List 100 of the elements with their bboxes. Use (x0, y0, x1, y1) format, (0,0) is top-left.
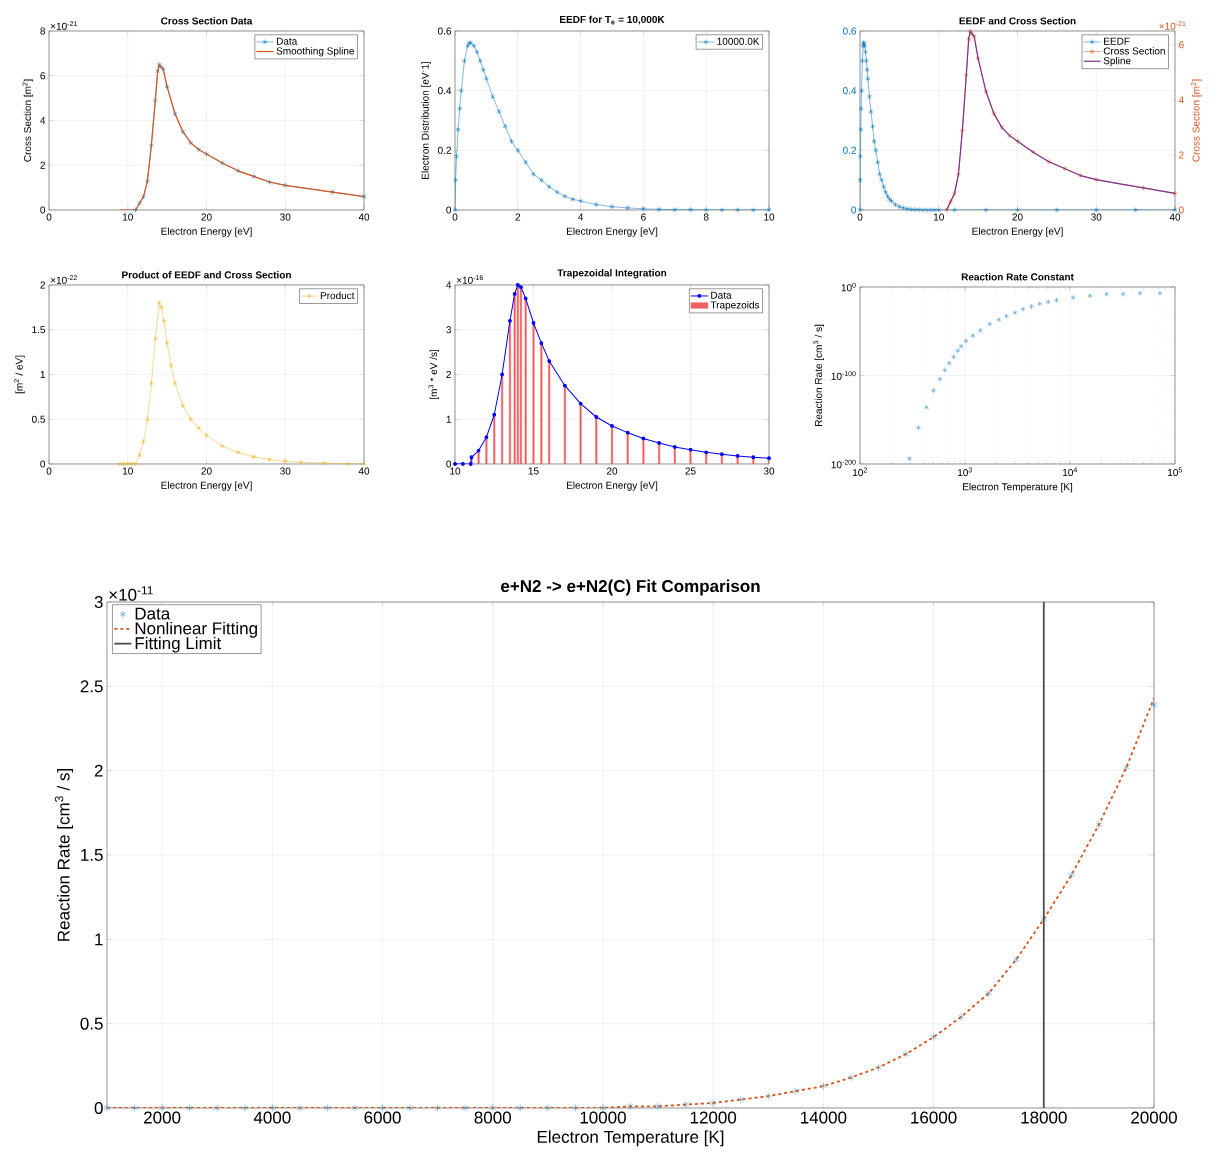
x-tick-label: 10000 (580, 1111, 626, 1124)
y-tick-label: 0.4 (437, 87, 452, 95)
x-tick-label: 0 (46, 467, 52, 475)
y-tick-label: 0 (851, 206, 857, 214)
text: ×10$^{-21}$ (50, 21, 77, 30)
y-tick-label: 1 (95, 933, 103, 946)
x-tick-label: 20 (606, 467, 618, 475)
y-tick-label: 2 (446, 371, 451, 378)
x-tick-label: 18000 (1021, 1111, 1067, 1124)
y-axis-title: Electron Distribution [eV$^{-}$1] (421, 61, 431, 179)
x-tick-label: 10 (122, 467, 133, 475)
legend-label: Trapezoids (710, 301, 760, 311)
y-tick-label: 0 (40, 460, 46, 468)
x-tick-label: 0 (857, 213, 863, 221)
legend-label: Data (276, 37, 298, 45)
x-tick-label: 25 (685, 467, 696, 475)
x-tick-label: 12000 (690, 1111, 737, 1124)
y-tick-label: 0.2 (842, 146, 856, 154)
y-tick-label: 0 (40, 206, 46, 214)
x-axis-title: Electron Energy [eV] (566, 481, 658, 491)
y-tick-label: 1.5 (32, 326, 46, 334)
legend-label: EEDF (1104, 37, 1130, 45)
text: ×10$^{-22}$ (50, 275, 77, 284)
legend-label: 10000.0K (717, 37, 760, 45)
y-tick-label: 8 (40, 27, 46, 35)
x-tick-label: 10 (450, 467, 461, 475)
x-tick-label: 40 (1169, 213, 1181, 221)
x-tick-label: 10$^{4}$ (1063, 467, 1078, 477)
y-tick-label: 10$^{-200}$ (831, 459, 856, 469)
y-tick-label: 0.2 (437, 146, 451, 154)
x-axis-title: Electron Energy [eV] (566, 227, 658, 237)
x-tick-label: 15 (528, 467, 539, 475)
legend-label: Smoothing Spline (276, 47, 355, 57)
legend-label: Data (135, 607, 171, 620)
y-tick-label: 2 (40, 161, 45, 169)
x-tick-label: 6000 (364, 1111, 401, 1124)
x-tick-label: 30 (1091, 213, 1102, 221)
x-tick-label: 2000 (144, 1111, 181, 1124)
x-tick-label: 0 (452, 213, 458, 221)
legend-label: Data (711, 291, 732, 299)
y-axis-title: Cross Section [m$^{2}$] (22, 79, 34, 162)
y-tick-label: 2.5 (80, 680, 103, 693)
x-tick-label: 10$^{2}$ (853, 467, 867, 477)
chart-title: Cross Section Data (161, 17, 253, 25)
y-tick-label: 2 (40, 281, 45, 289)
legend-label: Product (320, 291, 355, 300)
y-axis-title: [m$^{3}$ * eV /s] (428, 349, 440, 400)
y-tick-label: 1 (446, 415, 451, 423)
chart-title: e+N2 -> e+N2(C) Fit Comparison (501, 579, 760, 596)
legend-label: Spline (1103, 56, 1131, 67)
x-tick-label: 10 (122, 213, 133, 221)
y-tick-label: 1.5 (81, 849, 103, 861)
y-axis-title: [m$^{2}$ / eV] (14, 355, 25, 394)
y-tick-label: 6 (40, 72, 46, 80)
x-axis-title: Electron Energy [eV] (161, 227, 252, 237)
x-tick-label: 20 (201, 213, 212, 221)
y-tick-label: 4 (40, 117, 46, 124)
chart-title: EEDF and Cross Section (959, 17, 1076, 25)
x-tick-label: 40 (358, 213, 370, 221)
x-tick-label: 6 (641, 213, 646, 221)
x-axis-title: Electron Temperature [K] (537, 1130, 724, 1147)
x-axis-title: Electron Energy [eV] (972, 227, 1063, 237)
y-tick-label: 0.6 (842, 27, 857, 35)
x-tick-label: 30 (280, 467, 291, 475)
y2-tick-label: 6 (1179, 41, 1184, 49)
y-tick-label: 3 (446, 326, 452, 334)
text: ×10$^{-21}$ (1159, 21, 1186, 30)
text: ×10$^{-11}$ (109, 586, 153, 601)
legend-label: Fitting Limit (135, 636, 222, 653)
y-axis-title: Reaction Rate [cm$^{3}$ / s] (813, 324, 824, 427)
y-tick-label: 4 (446, 281, 452, 289)
text: ×10$^{-16}$ (456, 275, 483, 284)
y-tick-label: 2 (94, 764, 103, 777)
x-axis-title: Electron Temperature [K] (963, 483, 1073, 493)
y-tick-label: 0.5 (31, 415, 46, 423)
x-tick-label: 14000 (801, 1111, 847, 1124)
x-axis-title: Electron Energy [eV] (161, 481, 252, 491)
y-tick-label: 0.5 (80, 1017, 103, 1030)
chart-title: Product of EEDF and Cross Section (122, 271, 291, 279)
x-tick-label: 20000 (1131, 1111, 1177, 1124)
x-tick-label: 2 (515, 213, 521, 221)
x-tick-label: 4 (578, 213, 584, 221)
x-tick-label: 16000 (911, 1111, 957, 1124)
y2-tick-label: 4 (1178, 96, 1184, 104)
x-tick-label: 20 (1012, 213, 1023, 221)
y-tick-label: 0 (446, 206, 452, 214)
x-tick-label: 20 (201, 467, 212, 475)
y-tick-label: 1 (40, 371, 45, 378)
y-tick-label: 0 (94, 1101, 103, 1115)
y-tick-label: 3 (94, 595, 103, 609)
x-tick-label: 30 (763, 467, 775, 475)
x-tick-label: 10 (933, 213, 944, 221)
x-tick-label: 10$^{3}$ (958, 467, 972, 477)
chart-title: Reaction Rate Constant (961, 273, 1074, 281)
y-axis-title: Reaction Rate [cm$^{3}$ / s] (54, 769, 73, 941)
y-tick-label: 10$^{0}$ (841, 282, 856, 292)
x-tick-label: 8 (703, 213, 709, 221)
x-tick-label: 4000 (253, 1111, 291, 1124)
y2-tick-label: 0 (1178, 206, 1184, 214)
legend-label: Cross Section (1103, 47, 1165, 55)
